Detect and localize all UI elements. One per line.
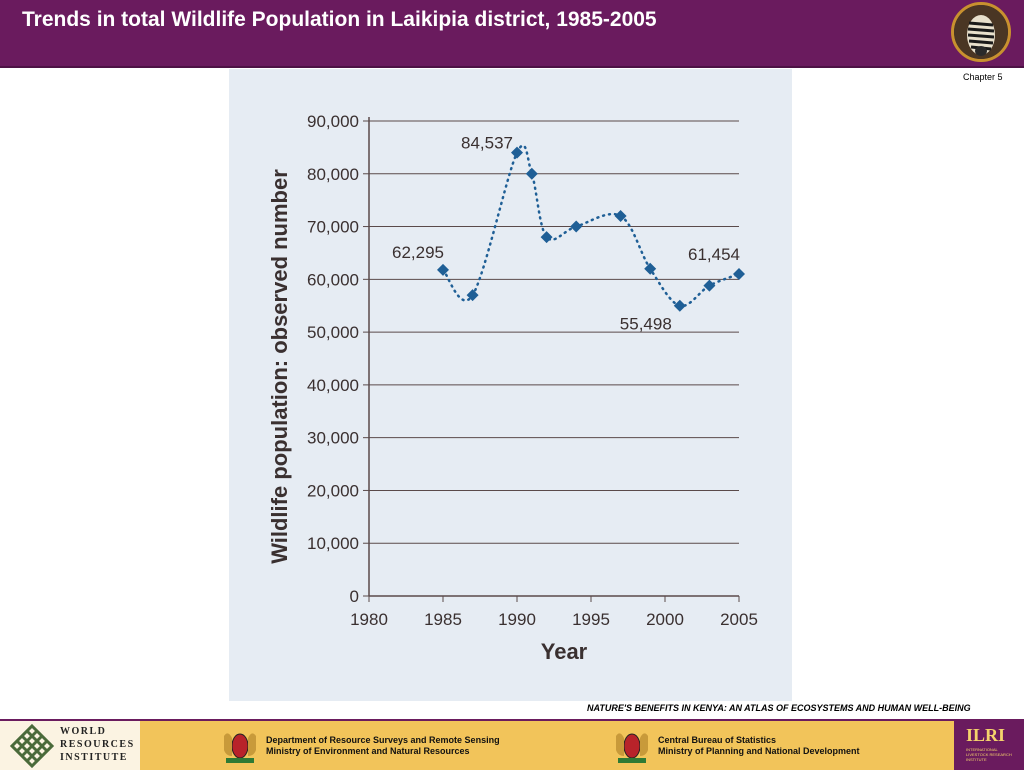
data-label: 84,537 [461, 134, 513, 153]
x-tick-label: 1995 [572, 610, 610, 629]
data-point [644, 262, 657, 275]
y-tick-label: 0 [350, 587, 359, 606]
ilri-logo: ILRI INTERNATIONAL LIVESTOCK RESEARCH IN… [954, 721, 1024, 770]
data-point [733, 268, 745, 281]
wri-line: INSTITUTE [60, 752, 128, 763]
x-tick-label: 1990 [498, 610, 536, 629]
wri-line: WORLD [60, 726, 107, 737]
ilri-label: ILRI [966, 725, 1006, 745]
y-tick-label: 10,000 [307, 534, 359, 553]
y-tick-label: 50,000 [307, 323, 359, 342]
data-point [511, 146, 523, 159]
dept-right-line: Central Bureau of Statistics [658, 735, 777, 745]
x-tick-label: 2000 [646, 610, 684, 629]
data-label: 55,498 [620, 315, 672, 334]
data-point [703, 279, 716, 292]
y-tick-label: 20,000 [307, 481, 359, 500]
data-point [570, 220, 583, 233]
data-point [673, 299, 686, 312]
ilri-sub-line: LIVESTOCK RESEARCH [966, 752, 1012, 757]
wri-knot-icon [10, 724, 54, 768]
wildlife-population-chart: 0 10,000 20,000 30,000 40,000 50,000 60,000 70,… [267, 112, 758, 664]
ilri-subtitle: INTERNATIONAL LIVESTOCK RESEARCH INSTITU… [966, 747, 1012, 762]
y-tick-label: 30,000 [307, 429, 359, 448]
x-tick-label: 1980 [350, 610, 388, 629]
dept-right-line: Ministry of Planning and National Develo… [658, 746, 860, 756]
x-axis-title: Year [541, 639, 588, 664]
dept-right-text: Central Bureau of Statistics Ministry of… [658, 735, 860, 757]
footer-bar: WORLD RESOURCES INSTITUTE Department of … [0, 719, 1024, 770]
data-point [525, 167, 538, 180]
y-axis-title: Wildlife population: observed number [267, 169, 292, 564]
ilri-sub-line: INSTITUTE [966, 757, 987, 762]
data-label: 61,454 [688, 245, 740, 264]
atlas-caption: NATURE'S BENEFITS IN KENYA: AN ATLAS OF … [587, 703, 971, 713]
series-line [441, 144, 741, 308]
zebra-logo-icon [951, 2, 1011, 62]
dept-left-line: Department of Resource Surveys and Remot… [266, 735, 500, 745]
data-point [540, 231, 553, 244]
y-tick-label: 70,000 [307, 218, 359, 237]
wri-label: WORLD RESOURCES INSTITUTE [60, 725, 135, 764]
y-tick-label: 60,000 [307, 270, 359, 289]
wri-line: RESOURCES [60, 739, 135, 750]
page-title: Trends in total Wildlife Population in L… [22, 8, 657, 31]
data-label: 62,295 [392, 243, 444, 262]
dept-left-text: Department of Resource Surveys and Remot… [266, 735, 500, 757]
x-tick-label: 2005 [720, 610, 758, 629]
kenya-coat-of-arms-icon [616, 733, 648, 763]
dept-left-line: Ministry of Environment and Natural Reso… [266, 746, 470, 756]
x-tick-label: 1985 [424, 610, 462, 629]
y-tick-label: 90,000 [307, 112, 359, 131]
kenya-coat-of-arms-icon [224, 733, 256, 763]
chart-panel: 0 10,000 20,000 30,000 40,000 50,000 60,000 70,… [229, 69, 792, 701]
chapter-label: Chapter 5 [963, 72, 1003, 82]
wri-logo: WORLD RESOURCES INSTITUTE [0, 721, 140, 770]
y-tick-label: 40,000 [307, 376, 359, 395]
header-bar: Trends in total Wildlife Population in L… [0, 0, 1024, 68]
y-tick-label: 80,000 [307, 165, 359, 184]
data-point [437, 263, 449, 276]
data-point [614, 210, 627, 222]
data-point [466, 289, 479, 302]
ilri-sub-line: INTERNATIONAL [966, 747, 998, 752]
